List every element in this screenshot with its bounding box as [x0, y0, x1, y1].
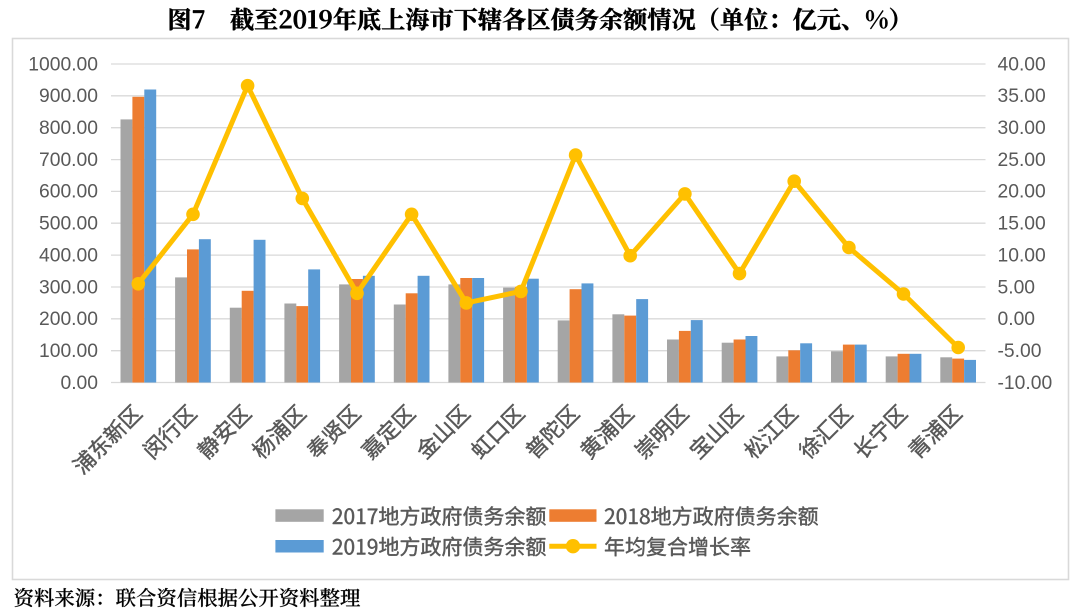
- svg-text:100.00: 100.00: [39, 341, 98, 362]
- svg-text:30.00: 30.00: [998, 118, 1046, 139]
- svg-text:35.00: 35.00: [998, 86, 1046, 107]
- svg-text:0.00: 0.00: [998, 309, 1036, 330]
- svg-text:10.00: 10.00: [998, 245, 1046, 266]
- svg-text:900.00: 900.00: [39, 86, 98, 107]
- svg-text:25.00: 25.00: [998, 150, 1046, 171]
- svg-text:700.00: 700.00: [39, 150, 98, 171]
- svg-text:-10.00: -10.00: [998, 373, 1053, 394]
- svg-text:-5.00: -5.00: [998, 341, 1042, 362]
- svg-text:5.00: 5.00: [998, 277, 1036, 298]
- svg-text:800.00: 800.00: [39, 118, 98, 139]
- svg-text:500.00: 500.00: [39, 214, 98, 235]
- svg-text:40.00: 40.00: [998, 54, 1046, 75]
- svg-text:1000.00: 1000.00: [28, 54, 98, 75]
- svg-text:200.00: 200.00: [39, 309, 98, 330]
- svg-text:400.00: 400.00: [39, 245, 98, 266]
- svg-text:15.00: 15.00: [998, 214, 1046, 235]
- svg-text:600.00: 600.00: [39, 182, 98, 203]
- svg-text:0.00: 0.00: [60, 373, 98, 394]
- svg-text:20.00: 20.00: [998, 182, 1046, 203]
- svg-text:300.00: 300.00: [39, 277, 98, 298]
